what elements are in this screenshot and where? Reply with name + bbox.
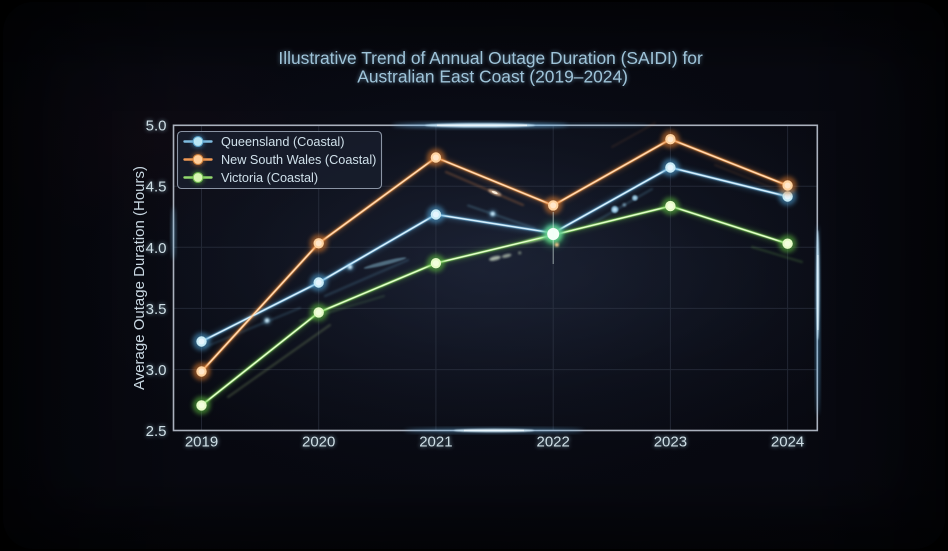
- svg-text:Illustrative Trend of Annual O: Illustrative Trend of Annual Outage Dura…: [278, 48, 703, 68]
- svg-text:2.5: 2.5: [146, 423, 167, 440]
- svg-text:2022: 2022: [537, 434, 570, 451]
- svg-text:2020: 2020: [302, 434, 335, 451]
- svg-text:3.0: 3.0: [146, 362, 167, 379]
- svg-text:4.5: 4.5: [146, 179, 167, 196]
- svg-text:5.0: 5.0: [146, 118, 167, 135]
- svg-text:2021: 2021: [419, 434, 452, 451]
- svg-text:New South Wales (Coastal): New South Wales (Coastal): [221, 153, 376, 167]
- svg-text:5.0: 5.0: [146, 118, 167, 135]
- svg-text:2020: 2020: [302, 434, 335, 451]
- svg-text:2024: 2024: [771, 434, 804, 451]
- svg-text:3.5: 3.5: [146, 301, 167, 318]
- svg-text:2019: 2019: [185, 434, 218, 451]
- svg-text:3.5: 3.5: [146, 301, 167, 318]
- svg-text:Australian East Coast (2019–20: Australian East Coast (2019–2024): [357, 66, 628, 86]
- svg-text:Illustrative Trend of Annual O: Illustrative Trend of Annual Outage Dura…: [278, 48, 703, 68]
- svg-text:Australian East Coast (2019–20: Australian East Coast (2019–2024): [357, 66, 628, 86]
- svg-text:2023: 2023: [654, 434, 687, 451]
- svg-text:2024: 2024: [771, 434, 804, 451]
- svg-text:3.0: 3.0: [146, 362, 167, 379]
- svg-text:2021: 2021: [419, 434, 452, 451]
- svg-text:4.5: 4.5: [146, 179, 167, 196]
- svg-text:Average Outage Duration (Hours: Average Outage Duration (Hours): [131, 166, 148, 390]
- svg-text:4.0: 4.0: [146, 240, 167, 257]
- svg-text:2023: 2023: [654, 434, 687, 451]
- svg-text:2.5: 2.5: [146, 423, 167, 440]
- svg-text:4.0: 4.0: [146, 240, 167, 257]
- svg-text:2019: 2019: [185, 434, 218, 451]
- svg-text:Queensland (Coastal): Queensland (Coastal): [221, 135, 344, 149]
- svg-text:Victoria (Coastal): Victoria (Coastal): [221, 171, 318, 185]
- svg-text:2022: 2022: [537, 434, 570, 451]
